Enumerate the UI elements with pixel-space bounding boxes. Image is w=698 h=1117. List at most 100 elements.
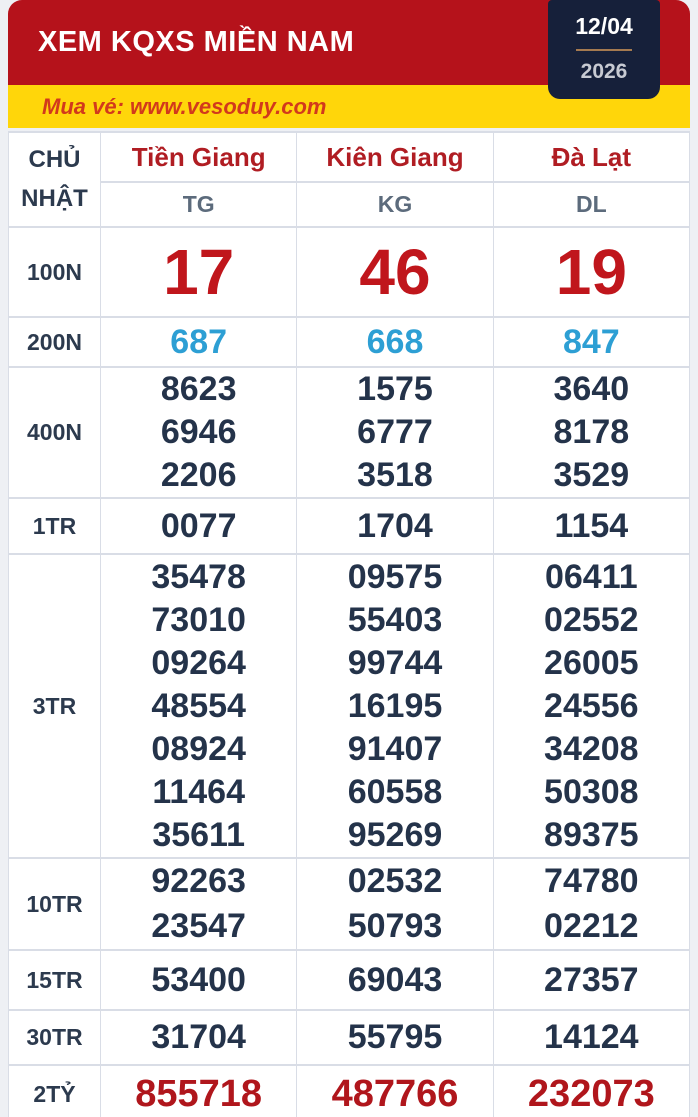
prize-tier-label: 1TR [8,497,101,555]
prize-numbers-cell: 3640 8178 3529 [492,366,691,499]
date-divider [576,49,632,51]
prize-number: 3518 [357,456,433,494]
prize-number: 855718 [135,1072,263,1115]
province-header-da-lat[interactable]: Đà Lạt [492,131,691,183]
prize-numbers-cell: 69043 [296,949,494,1011]
prize-numbers-cell: 55795 [296,1009,494,1066]
prize-number: 09264 [151,643,246,682]
prize-numbers-cell: 92263 23547 [99,857,298,951]
prize-number: 8178 [553,413,630,451]
prize-tier-label: 100N [8,226,101,318]
prize-number: 27357 [544,960,639,999]
prize-numbers-cell: 847 [492,316,691,368]
weekday-cell: CHỦ NHẬT [8,131,101,228]
prize-row: 400N 8623 6946 2206 1575 6777 3518 3640 8178 3529 [8,366,691,499]
prize-number: 48554 [151,686,246,725]
prize-number: 24556 [544,686,639,725]
prize-number: 8623 [160,370,237,408]
prize-number: 02532 [347,862,443,900]
prize-number: 74780 [544,862,639,900]
prize-number: 6946 [160,413,237,451]
prize-numbers-cell: 1154 [492,497,691,555]
prize-row: 3TR 35478 73010 09264 48554 08924 11464 35611 09… [8,553,691,859]
province-code-row: TG KG DL [9,181,691,228]
prize-numbers-cell: 0077 [99,497,298,555]
province-header-tien-giang[interactable]: Tiền Giang [99,131,298,183]
prize-number: 1154 [554,506,629,545]
prize-number: 487766 [331,1072,459,1115]
province-code-kg: KG [296,181,494,228]
prize-numbers-cell: 1704 [296,497,494,555]
prize-number: 73010 [151,600,246,639]
prize-tier-label: 2TỶ [8,1064,101,1117]
prize-number: 19 [555,236,627,308]
prize-number: 847 [562,322,620,361]
prize-tier-label: 10TR [8,857,101,951]
prize-number: 1704 [357,506,433,545]
province-name-row: CHỦ NHẬT Tiền Giang Kiên Giang Đà Lạt [8,131,691,228]
prize-number: 16195 [347,686,443,725]
prize-tier-label: 3TR [8,553,101,859]
prize-numbers-cell: 27357 [492,949,691,1011]
prize-number: 08924 [151,729,246,768]
prize-number: 3529 [553,456,630,494]
date-day: 12/04 [575,13,633,39]
prize-number: 34208 [544,729,639,768]
prize-numbers-cell: 855718 [99,1064,298,1117]
prize-number: 2206 [160,456,237,494]
weekday-line-2: NHẬT [21,184,88,212]
prize-number: 55795 [347,1018,443,1056]
prize-number: 02552 [544,600,639,639]
results-table: CHỦ NHẬT Tiền Giang Kiên Giang Đà Lạt TG… [8,131,691,1117]
prize-numbers-cell: 17 [99,226,298,318]
prize-numbers-cell: 1575 6777 3518 [296,366,494,499]
page-content: XEM KQXS MIỀN NAM 12/04 2026 Mua vé: www… [8,0,691,1117]
prize-numbers-cell: 35478 73010 09264 48554 08924 11464 35611 [99,553,298,859]
prize-number: 99744 [347,643,443,682]
prize-number: 31704 [151,1018,246,1056]
promo-banner: Mua vé: www.vesoduy.com [8,85,690,128]
prize-row: 2TỶ 855718 487766 232073 [8,1064,691,1117]
prize-number: 06411 [544,557,638,596]
prize-number: 92263 [151,862,246,900]
prize-number: 23547 [151,907,246,945]
prize-number: 09575 [347,557,443,596]
prize-number: 0077 [160,506,237,545]
weekday-line-1: CHỦ [28,146,81,174]
prize-number: 95269 [347,815,443,854]
prize-numbers-cell: 19 [492,226,691,318]
prize-row: 100N 17 46 19 [8,226,691,318]
prize-number: 55403 [347,600,443,639]
date-selector[interactable]: 12/04 2026 [548,0,660,99]
prize-number: 50308 [544,772,639,811]
prize-numbers-cell: 09575 55403 99744 16195 91407 60558 95269 [296,553,494,859]
province-header-kien-giang[interactable]: Kiên Giang [296,131,494,183]
prize-number: 14124 [544,1018,639,1056]
prize-number: 46 [359,236,431,308]
province-code-tg: TG [99,181,298,228]
prize-number: 35478 [151,557,246,596]
prize-numbers-cell: 74780 02212 [492,857,691,951]
prize-row: 200N 687 668 847 [8,316,691,368]
prize-number: 17 [163,236,235,308]
prize-tier-label: 200N [8,316,101,368]
prize-number: 89375 [544,815,639,854]
prize-numbers-cell: 06411 02552 26005 24556 34208 50308 89375 [492,553,691,859]
prize-numbers-cell: 232073 [492,1064,691,1117]
prize-row: 1TR 0077 1704 1154 [8,497,691,555]
prize-number: 50793 [347,907,443,945]
prize-tier-label: 30TR [8,1009,101,1066]
prize-number: 02212 [544,907,639,945]
prize-tier-label: 15TR [8,949,101,1011]
prize-number: 11464 [152,772,245,811]
prize-row: 10TR 92263 23547 02532 50793 74780 02212 [8,857,691,951]
prize-numbers-cell: 14124 [492,1009,691,1066]
prize-row: 15TR 53400 69043 27357 [8,949,691,1011]
prize-number: 668 [366,322,424,361]
prize-number: 35611 [152,815,245,854]
prize-numbers-cell: 487766 [296,1064,494,1117]
promo-text: Mua vé: www.vesoduy.com [42,93,327,119]
prize-numbers-cell: 8623 6946 2206 [99,366,298,499]
date-year: 2026 [580,60,628,83]
prize-number: 687 [170,322,228,361]
